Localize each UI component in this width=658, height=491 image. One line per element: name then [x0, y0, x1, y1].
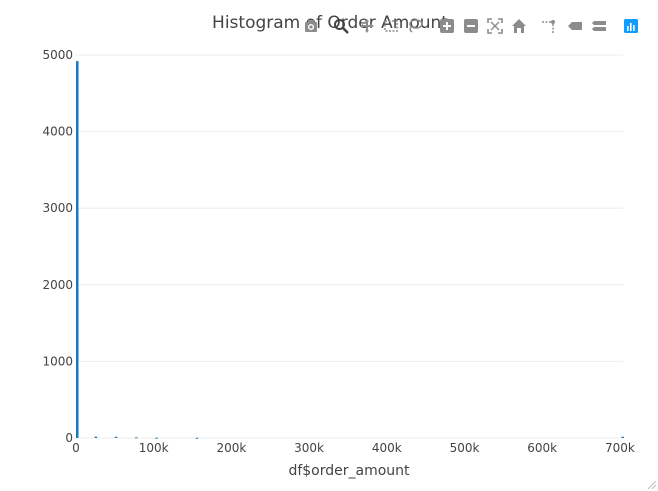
- box-select-icon: [384, 20, 398, 32]
- resize-grip-icon[interactable]: [648, 481, 656, 489]
- plotly-logo-button[interactable]: [622, 16, 640, 36]
- y-tick-label: 0: [65, 431, 73, 445]
- x-tick-label: 100k: [139, 441, 169, 455]
- histogram-bar[interactable]: [155, 437, 158, 439]
- zoom-icon: [334, 19, 349, 34]
- hover-compare-button[interactable]: [590, 16, 608, 36]
- zoom-in-button[interactable]: [438, 16, 456, 36]
- x-axis-title: df$order_amount: [288, 463, 410, 479]
- x-tick-label: 400k: [372, 441, 402, 455]
- x-tick-label: 0: [72, 441, 80, 455]
- zoom-out-icon: [464, 19, 478, 33]
- pan-icon: [360, 19, 374, 33]
- download-plot-button[interactable]: [302, 16, 320, 36]
- plotly-logo-icon: [624, 19, 638, 33]
- reset-axes-button[interactable]: [510, 16, 528, 36]
- histogram-bar[interactable]: [135, 437, 138, 439]
- pan-button[interactable]: [358, 16, 376, 36]
- reset-axes-icon: [512, 19, 526, 33]
- zoom-in-icon: [440, 19, 454, 33]
- histogram-bars[interactable]: [76, 61, 624, 439]
- chart-title: Histogram of Order Amount: [212, 13, 448, 33]
- autoscale-button[interactable]: [486, 16, 504, 36]
- x-tick-label: 600k: [527, 441, 557, 455]
- histogram-bar[interactable]: [621, 436, 624, 438]
- x-tick-label: 500k: [450, 441, 480, 455]
- histogram-bar[interactable]: [195, 437, 199, 439]
- x-axis-ticks: 0 100k 200k 300k 400k 500k 600k 700k: [72, 441, 635, 455]
- y-tick-label: 3000: [42, 201, 73, 215]
- zoom-out-button[interactable]: [462, 16, 480, 36]
- zoom-button[interactable]: [332, 16, 350, 36]
- x-tick-label: 700k: [605, 441, 635, 455]
- x-tick-label: 200k: [216, 441, 246, 455]
- spike-lines-icon: [542, 20, 555, 33]
- x-tick-label: 300k: [294, 441, 324, 455]
- histogram-bar[interactable]: [114, 436, 118, 438]
- download-plot-icon: [305, 20, 317, 32]
- y-axis-ticks: 0 1000 2000 3000 4000 5000: [42, 48, 73, 445]
- autoscale-icon: [487, 18, 503, 34]
- box-select-button[interactable]: [382, 16, 400, 36]
- y-tick-label: 2000: [42, 278, 73, 292]
- hover-compare-icon: [592, 21, 606, 31]
- histogram-bar[interactable]: [76, 61, 79, 439]
- y-tick-label: 5000: [42, 48, 73, 62]
- spike-lines-button[interactable]: [540, 16, 558, 36]
- hover-closest-icon: [568, 22, 582, 30]
- y-tick-label: 1000: [42, 354, 73, 368]
- grid-lines: [76, 54, 623, 439]
- lasso-select-button[interactable]: [406, 16, 424, 36]
- hover-closest-button[interactable]: [566, 16, 584, 36]
- y-tick-label: 4000: [42, 125, 73, 139]
- lasso-select-icon: [409, 19, 423, 33]
- histogram-bar[interactable]: [94, 436, 98, 438]
